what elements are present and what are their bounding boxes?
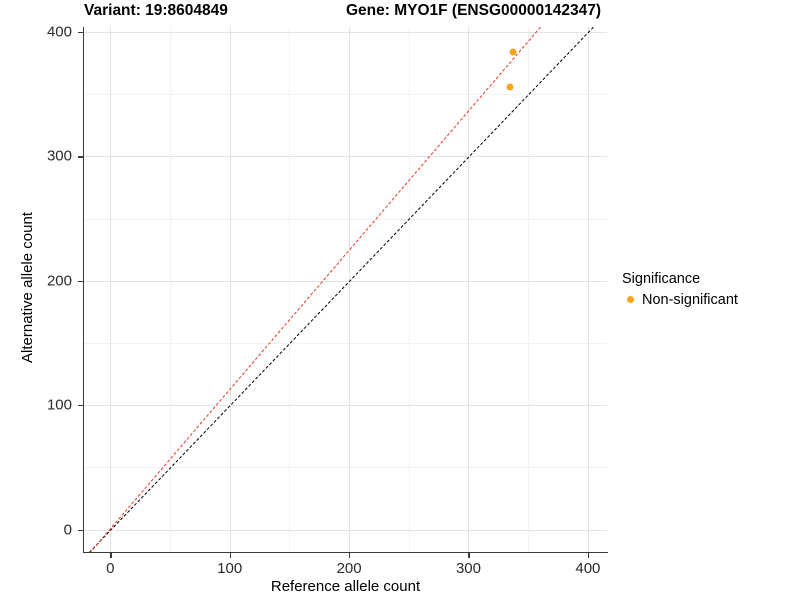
grid-minor-x — [169, 27, 171, 552]
y-axis-label: Alternative allele count — [19, 212, 36, 363]
grid-major-y — [84, 31, 607, 33]
grid-minor-y — [84, 467, 607, 469]
grid-minor-y — [84, 218, 607, 220]
x-tick-label: 300 — [455, 560, 481, 577]
x-tick-label: 200 — [336, 560, 362, 577]
data-point[interactable] — [506, 83, 514, 91]
y-axis-line — [83, 27, 85, 553]
grid-major-x — [587, 27, 589, 552]
x-tick — [468, 553, 470, 558]
grid-major-y — [84, 405, 607, 407]
y-tick-label: 0 — [63, 521, 72, 539]
grid-major-x — [229, 27, 231, 552]
grid-minor-x — [289, 27, 291, 552]
grid-major-x — [110, 27, 112, 552]
legend-items: Non-significant — [622, 291, 797, 308]
legend: Significance Non-significant — [622, 270, 797, 308]
grid-minor-x — [408, 27, 410, 552]
gene-title: Gene: MYO1F (ENSG00000142347) — [346, 2, 602, 19]
x-axis-line — [83, 552, 608, 554]
x-tick-label: 400 — [575, 560, 601, 577]
x-tick — [110, 553, 112, 558]
variant-title: Variant: 19:8604849 — [84, 2, 228, 19]
chart-title-row: Variant: 19:8604849 Gene: MYO1F (ENSG000… — [84, 2, 694, 26]
legend-item[interactable]: Non-significant — [622, 291, 797, 308]
data-point[interactable] — [509, 48, 517, 56]
y-tick-label: 400 — [46, 23, 72, 41]
expected-ratio-line — [88, 27, 541, 552]
y-tick — [78, 156, 83, 158]
grid-major-x — [349, 27, 351, 552]
y-tick-label: 200 — [46, 272, 72, 290]
grid-major-y — [84, 529, 607, 531]
plot-panel — [84, 27, 607, 552]
grid-minor-x — [528, 27, 530, 552]
y-tick-label: 300 — [46, 147, 72, 165]
grid-major-y — [84, 156, 607, 158]
grid-major-y — [84, 280, 607, 282]
x-tick-label: 0 — [106, 560, 115, 577]
legend-marker-icon — [622, 291, 639, 308]
x-tick — [587, 553, 590, 558]
grid-major-x — [468, 27, 470, 552]
x-axis-label: Reference allele count — [270, 578, 421, 595]
grid-minor-y — [84, 342, 607, 344]
y-tick — [78, 31, 83, 34]
grid-minor-y — [84, 94, 607, 96]
y-tick — [78, 529, 83, 531]
x-tick — [229, 553, 231, 558]
circle-icon — [627, 296, 634, 303]
legend-title: Significance — [622, 271, 701, 287]
legend-item-label: Non-significant — [642, 291, 738, 308]
y-tick — [78, 280, 83, 283]
identity-line — [88, 27, 594, 552]
y-tick-label: 100 — [46, 396, 72, 414]
x-tick-label: 100 — [217, 560, 243, 577]
y-tick — [78, 405, 83, 407]
x-tick — [349, 553, 351, 558]
